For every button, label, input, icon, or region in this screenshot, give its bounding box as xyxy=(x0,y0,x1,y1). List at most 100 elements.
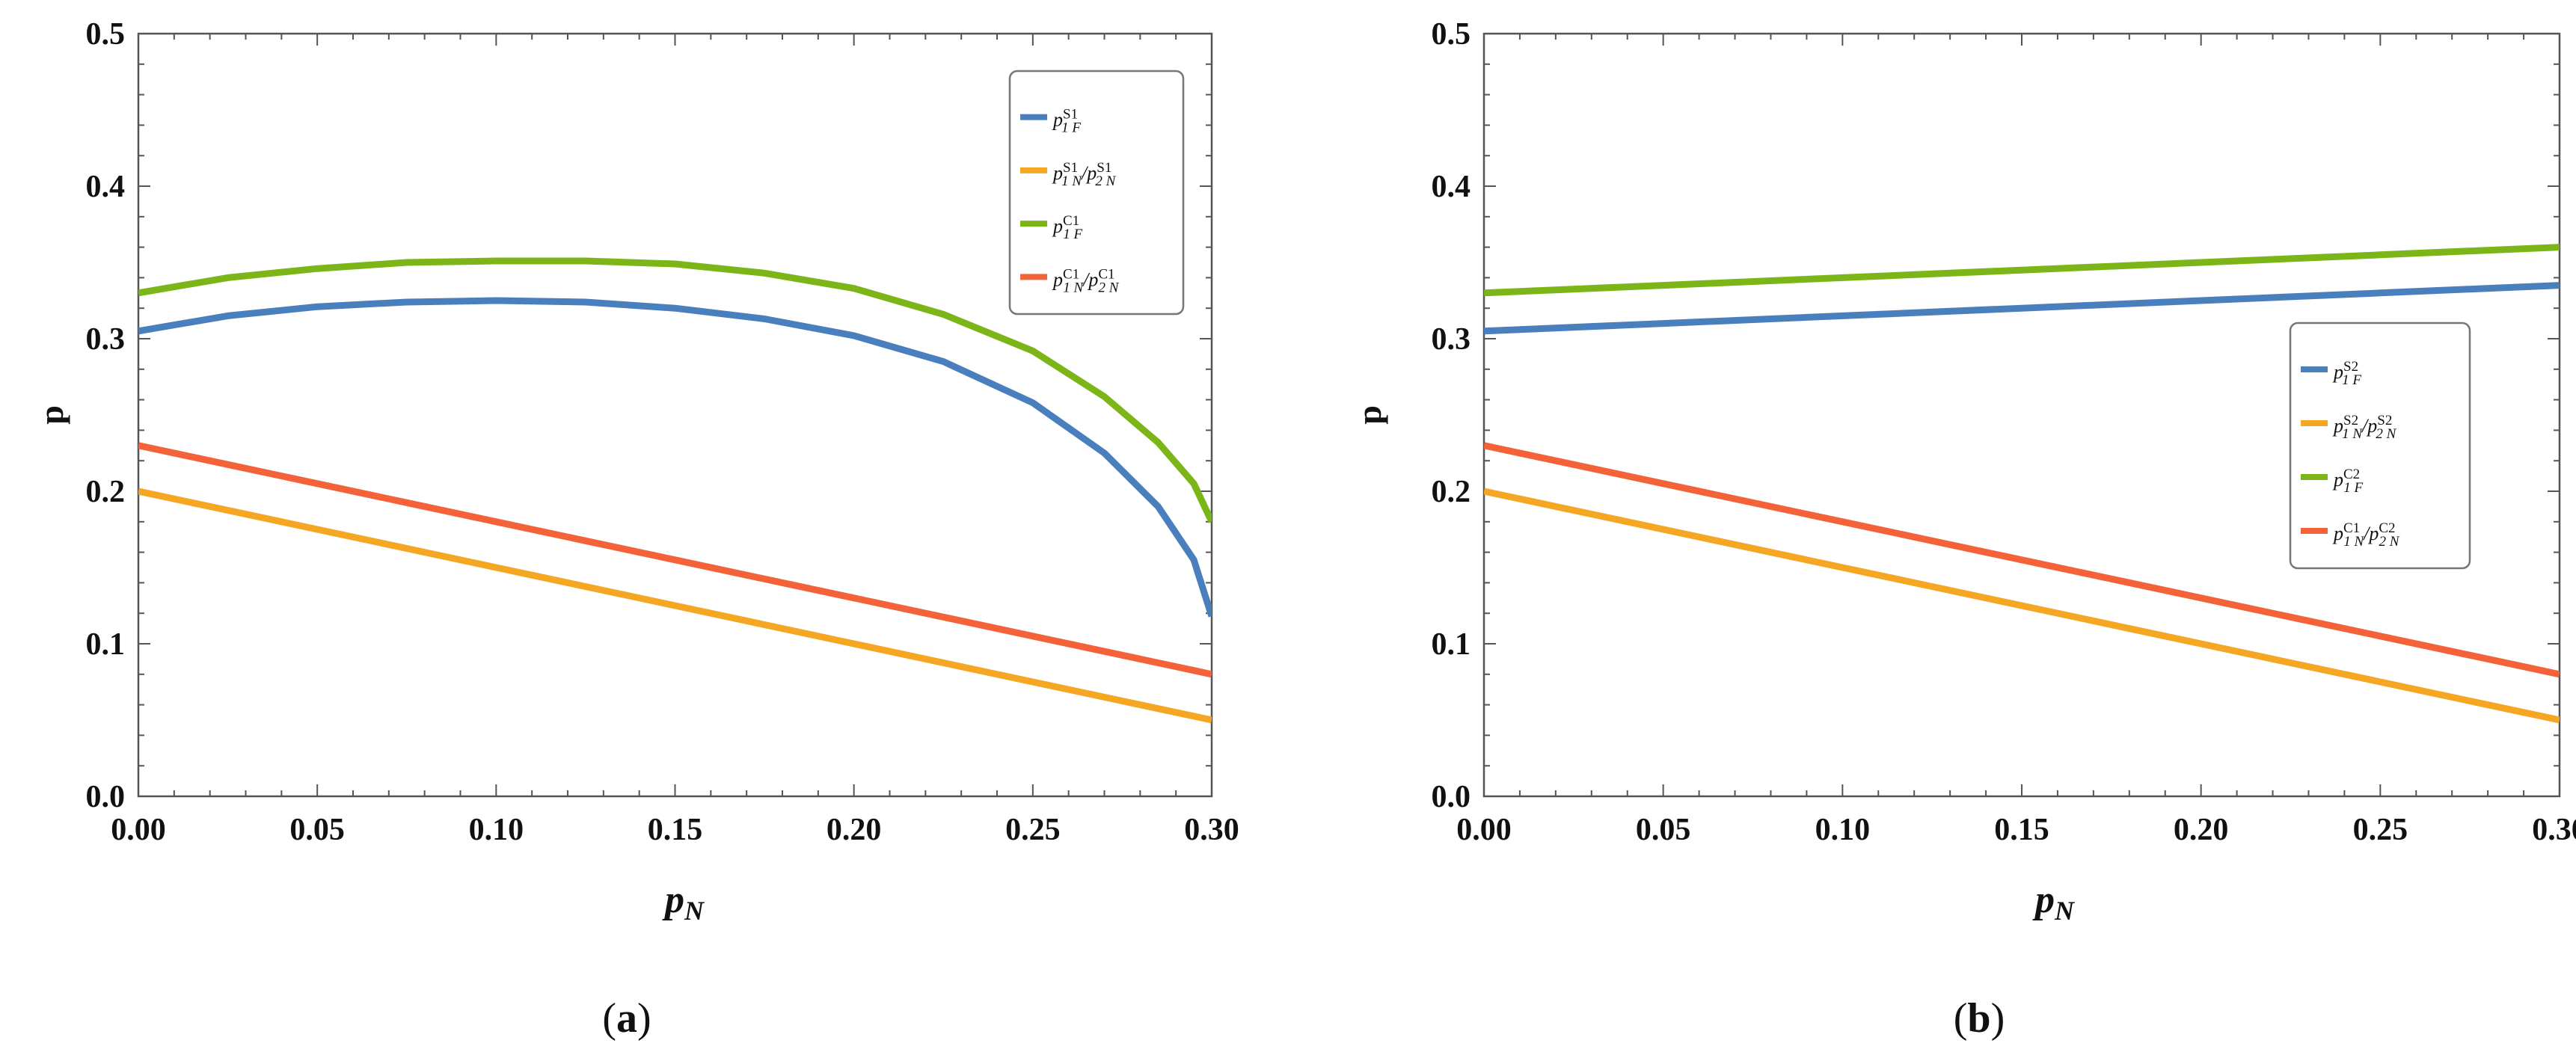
legend-label-text: /p xyxy=(2361,415,2377,437)
legend-label-text: /p xyxy=(1082,268,1098,290)
legend-label-sub: 2 N xyxy=(1095,173,1116,189)
series-line-2 xyxy=(1484,488,2560,724)
x-tick-label: 0.10 xyxy=(1815,813,1871,847)
legend-label-sub: 2 N xyxy=(2376,426,2396,442)
x-tick-label: 0.05 xyxy=(1636,813,1691,847)
y-tick-label: 0.4 xyxy=(1432,170,1471,204)
legend-label-sub: 1 N xyxy=(1063,280,1084,295)
legend-label: pS1 1 N/pS1 2 N xyxy=(1052,160,1117,189)
legend-box xyxy=(1008,70,1185,316)
y-tick-label: 0.2 xyxy=(1432,475,1471,509)
legend-label-text: p xyxy=(2332,469,2343,490)
x-tick-label: 0.10 xyxy=(469,813,524,847)
series-line-4 xyxy=(138,442,1212,678)
x-axis-label-sub: N xyxy=(2054,896,2076,926)
series-line-1 xyxy=(138,297,1212,618)
legend-label-sup: S2 xyxy=(2377,413,2392,428)
legend-label-text: p xyxy=(1052,215,1063,237)
legend-label: pC1 1 N/pC1 2 N xyxy=(1052,266,1120,295)
y-axis-label: p xyxy=(32,405,70,425)
chart-b: 0.00 0.05 0.10 0.15 0.20 0.25 0.30 0.0 0.1 0.2 0.3… xyxy=(1350,17,2576,1042)
caption-letter: b xyxy=(1967,995,1990,1042)
legend-label-text: p xyxy=(1052,109,1063,131)
y-tick-label: 0.5 xyxy=(1432,17,1471,52)
y-tick-label: 0.3 xyxy=(86,322,126,357)
legend-label: pC2 1 F xyxy=(2332,467,2363,496)
caption-paren-close: ) xyxy=(637,995,651,1042)
x-axis-label-sub: N xyxy=(684,896,705,926)
y-tick-label: 0.5 xyxy=(86,17,126,52)
legend-box xyxy=(2289,322,2471,570)
x-axis-label: pN xyxy=(2032,879,2076,926)
caption-paren-open: ( xyxy=(602,995,616,1042)
x-tick-label: 0.05 xyxy=(289,813,345,847)
legend-label-sup: C1 xyxy=(2343,520,2360,536)
x-axis-label-main: p xyxy=(2032,879,2055,921)
y-axis-label: p xyxy=(1350,405,1388,425)
panel-a: 0.00 0.05 0.10 0.15 0.20 0.25 0.30 0.0 0.1 0.2 0.3… xyxy=(32,17,1239,1042)
legend-label: pC1 1 N/pC2 2 N xyxy=(2332,520,2400,550)
legend-label-sub: 1 F xyxy=(1061,120,1081,136)
legend-label-sup: S2 xyxy=(2343,359,2358,375)
legend-label-text: /p xyxy=(2362,523,2379,544)
series-line-3 xyxy=(1484,244,2560,297)
y-tick-label: 0.0 xyxy=(1432,780,1471,814)
y-tick-label: 0.1 xyxy=(1432,627,1471,662)
legend-label-sub: 2 N xyxy=(1099,280,1120,295)
legend-label-text: p xyxy=(2332,415,2343,437)
legend-label-sup: C1 xyxy=(1063,266,1079,282)
series-line-3 xyxy=(138,257,1212,523)
y-tick-label: 0.1 xyxy=(86,627,126,662)
legend-label-sup: C1 xyxy=(1098,266,1114,282)
legend-label-sup: C2 xyxy=(2379,520,2395,536)
x-tick-label: 0.25 xyxy=(2353,813,2408,847)
legend-label-text: p xyxy=(1052,162,1063,184)
x-axis-label-main: p xyxy=(662,879,684,921)
legend-label-sub: 1 N xyxy=(2342,426,2363,442)
legend-label-sup: S2 xyxy=(2343,413,2358,428)
x-tick-label: 0.30 xyxy=(1184,813,1239,847)
x-tick-label: 0.20 xyxy=(2174,813,2229,847)
legend-label: pC1 1 F xyxy=(1052,213,1082,242)
legend-label-sub: 1 F xyxy=(2343,480,2363,496)
legend-label-sub: 1 N xyxy=(2343,534,2364,550)
y-tick-label: 0.4 xyxy=(86,170,126,204)
x-tick-label: 0.00 xyxy=(111,813,166,847)
legend-label-text: p xyxy=(2332,523,2343,544)
legend-label-sub: 1 N xyxy=(1061,173,1082,189)
legend-label-text: /p xyxy=(1080,162,1097,184)
legend-label-sub: 1 F xyxy=(1063,227,1082,242)
series-line-2 xyxy=(138,488,1212,724)
series-line-1 xyxy=(1484,282,2560,335)
x-tick-label: 0.30 xyxy=(2532,813,2576,847)
x-tick-label: 0.25 xyxy=(1005,813,1061,847)
y-tick-label: 0.0 xyxy=(86,780,126,814)
legend-label-sub: 2 N xyxy=(2379,534,2400,550)
legend-label: pS2 1 N/pS2 2 N xyxy=(2332,413,2397,442)
y-tick-label: 0.2 xyxy=(86,475,126,509)
x-axis-label: pN xyxy=(662,879,705,926)
chart-a: 0.00 0.05 0.10 0.15 0.20 0.25 0.30 0.0 0.1 0.2 0.3… xyxy=(32,17,1239,1042)
legend-label: pS2 1 F xyxy=(2332,359,2361,388)
y-tick-label: 0.3 xyxy=(1432,322,1471,357)
x-tick-label: 0.00 xyxy=(1456,813,1512,847)
panel-caption: (a) xyxy=(602,995,651,1042)
legend-label-sup: C1 xyxy=(1063,213,1079,229)
x-tick-label: 0.15 xyxy=(648,813,703,847)
x-tick-label: 0.20 xyxy=(827,813,882,847)
caption-paren-open: ( xyxy=(1954,995,1968,1042)
caption-paren-close: ) xyxy=(1991,995,2005,1042)
legend-label-sup: S1 xyxy=(1063,160,1078,176)
series-line-4 xyxy=(1484,442,2560,678)
panel-caption: (b) xyxy=(1954,995,2005,1042)
panel-b: 0.00 0.05 0.10 0.15 0.20 0.25 0.30 0.0 0.1 0.2 0.3… xyxy=(1288,0,2576,1058)
legend-label-sup: C2 xyxy=(2343,467,2360,482)
x-tick-label: 0.15 xyxy=(1994,813,2049,847)
legend-label-sup: S1 xyxy=(1063,107,1078,123)
legend-label-sub: 1 F xyxy=(2342,372,2361,388)
legend-label-text: p xyxy=(2332,361,2343,383)
legend-label-text: p xyxy=(1052,268,1063,290)
legend-label: pS1 1 F xyxy=(1052,107,1081,136)
